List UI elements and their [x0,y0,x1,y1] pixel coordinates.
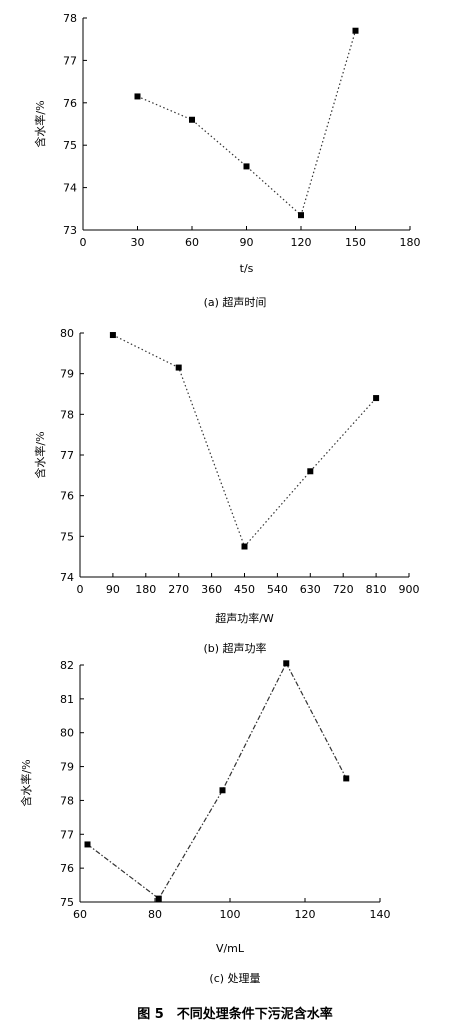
y-tick-label: 81 [60,693,74,706]
series-line [137,30,357,217]
y-tick-label: 74 [63,182,77,195]
y-tick-label: 74 [60,571,74,584]
data-point [219,787,226,794]
data-point [352,27,359,34]
x-tick-label: 270 [168,583,189,596]
y-tick-label: 76 [60,862,74,875]
x-tick-label: 150 [345,236,366,249]
y-tick-label: 77 [60,449,74,462]
y-tick-label: 80 [60,727,74,740]
y-tick-label: 75 [60,530,74,543]
series-line [87,661,347,900]
y-tick-label: 76 [60,490,74,503]
x-tick-label: 180 [400,236,421,249]
x-tick-label: 450 [234,583,255,596]
data-point [298,212,304,219]
x-axis-label: V/mL [216,942,245,955]
x-tick-label: 720 [333,583,354,596]
x-tick-label: 120 [291,236,312,249]
y-tick-label: 73 [63,224,77,237]
x-tick-label: 30 [131,236,145,249]
data-point [307,468,314,475]
x-tick-label: 180 [135,583,156,596]
data-point [373,395,380,402]
y-tick-label: 79 [60,761,74,774]
chart-b-caption: (b) 超声功率 [203,641,266,655]
series-line [112,334,377,548]
data-point [134,93,141,100]
x-tick-label: 0 [80,236,87,249]
data-point [243,163,250,170]
x-tick-label: 60 [73,908,87,921]
y-tick-label: 75 [60,896,74,909]
data-point [283,660,290,667]
y-tick-label: 80 [60,327,74,340]
x-tick-label: 100 [220,908,241,921]
y-tick-label: 77 [60,828,74,841]
y-tick-label: 78 [60,794,74,807]
figure-caption: 图 5 不同处理条件下污泥含水率 [137,1006,333,1022]
y-axis-label: 含水率/% [33,431,47,478]
data-point [189,116,195,123]
x-axis-label: 超声功率/W [215,611,274,625]
y-tick-label: 76 [63,97,77,110]
x-tick-label: 80 [148,908,162,921]
data-point [241,543,248,550]
x-axis-label: t/s [240,262,254,275]
chart-a: 73 74 75 76 77 78 0 30 60 90 120 150 180 t/s 含水率/% [33,12,421,275]
y-tick-label: 75 [63,139,77,152]
x-tick-label: 60 [185,236,199,249]
x-tick-label: 90 [106,583,120,596]
data-point [175,364,182,371]
y-tick-label: 79 [60,368,74,381]
data-point [109,332,116,339]
x-tick-label: 140 [370,908,391,921]
y-axis-label: 含水率/% [19,759,33,806]
chart-b: 74 75 76 77 78 79 80 0 90 180 270 360 450 540 630 720 81… [33,327,420,625]
chart-c-caption: (c) 处理量 [209,972,260,985]
chart-c: 75 76 77 78 79 80 81 82 60 80 100 120 140 V/mL 含水率/% [19,659,391,955]
x-tick-label: 0 [77,583,84,596]
data-point [84,841,91,848]
data-point [343,775,350,782]
y-tick-label: 78 [60,408,74,421]
x-tick-label: 540 [267,583,288,596]
data-point [155,895,162,902]
y-axis-label: 含水率/% [33,100,47,147]
y-tick-label: 77 [63,54,77,67]
x-tick-label: 630 [300,583,321,596]
x-tick-label: 90 [240,236,254,249]
y-tick-label: 78 [63,12,77,25]
x-tick-label: 810 [366,583,387,596]
x-tick-label: 900 [399,583,420,596]
chart-a-caption: (a) 超声时间 [204,295,267,309]
x-tick-label: 120 [295,908,316,921]
x-tick-label: 360 [201,583,222,596]
y-tick-label: 82 [60,659,74,672]
